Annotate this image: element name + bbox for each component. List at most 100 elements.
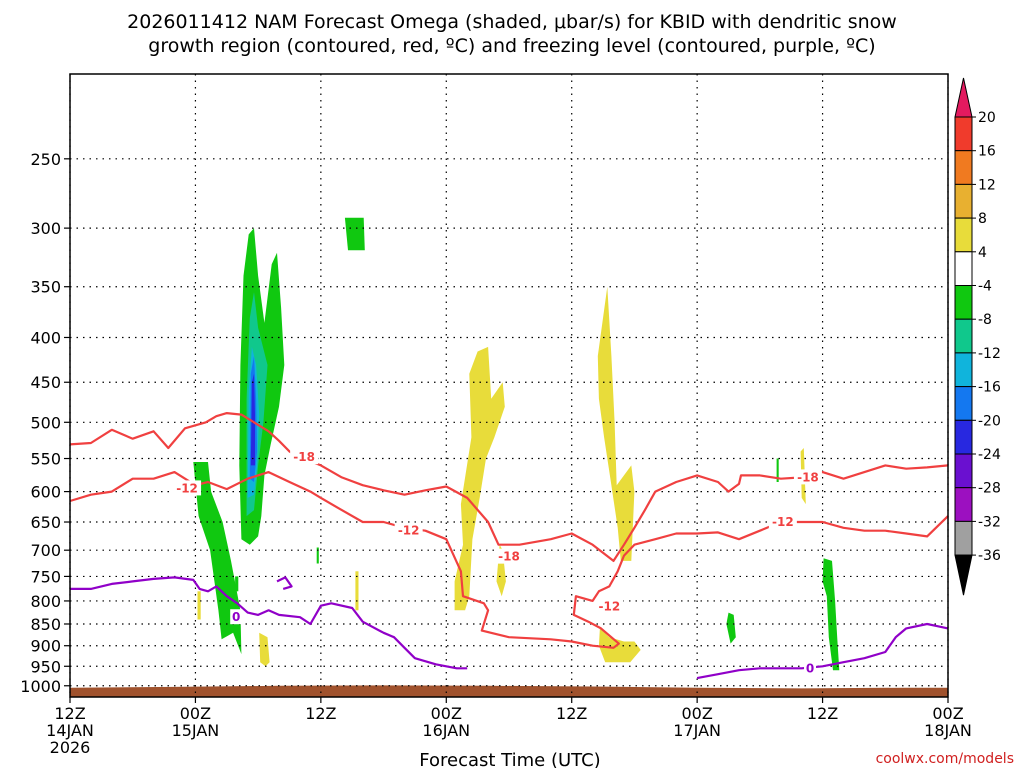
colorbar-label: 8 [978, 211, 987, 227]
freezing-level-line [696, 622, 949, 680]
dendritic-contour-label: -18 [498, 550, 520, 564]
colorbar-label: -20 [978, 413, 1001, 429]
colorbar-bin [954, 318, 973, 354]
colorbar-label: -8 [978, 312, 992, 328]
omega-region [235, 576, 239, 592]
colorbar-bin [954, 352, 973, 388]
colorbar-bin [954, 520, 973, 556]
colorbar-bin [954, 150, 973, 185]
omega-region [454, 346, 505, 611]
y-tick-label: 900 [30, 637, 61, 656]
dendritic-contour-label: -12 [772, 515, 794, 529]
omega-region [776, 458, 779, 482]
contour-label-bg [793, 469, 822, 485]
colorbar-bin [954, 285, 973, 320]
x-tick-label: 15JAN [172, 721, 220, 740]
y-tick-label: 500 [30, 413, 61, 432]
omega-region [316, 547, 319, 564]
y-tick-label: 1000 [20, 677, 61, 696]
colorbar-bin [954, 386, 973, 421]
chart-title-line-2: growth region (contoured, red, ºC) and f… [148, 35, 875, 57]
x-axis-title: Forecast Time (UTC) [419, 750, 600, 768]
omega-region [726, 612, 736, 644]
colorbar-label: -4 [978, 279, 992, 295]
colorbar-label: 12 [978, 177, 996, 193]
colorbar-label: 20 [978, 110, 996, 126]
y-tick-label: 850 [30, 615, 61, 634]
x-tick-label: 00Z [431, 704, 462, 723]
contour-label-bg [230, 609, 243, 625]
y-tick-label: 350 [30, 278, 61, 297]
dendritic-contour-label: -18 [293, 450, 315, 464]
contour-label-bg [290, 449, 319, 465]
x-tick-label: 16JAN [422, 721, 470, 740]
colorbar-bin [954, 183, 973, 219]
colorbar-label: 4 [978, 245, 987, 261]
y-tick-label: 600 [30, 483, 61, 502]
y-tick-label: 950 [30, 657, 61, 676]
freezing-level-label: 0 [232, 610, 240, 624]
plot-area: -18 -12 -12 -18 -12 -12 -18 0 0 250 300 350 400 450 50… [20, 73, 972, 757]
contour-label-bg [495, 548, 523, 564]
dendritic-contour-line [69, 412, 949, 563]
contour-label-bg [394, 522, 423, 538]
plot-frame [69, 73, 949, 698]
omega-region [197, 591, 201, 620]
colorbar-bottom-arrow [954, 554, 973, 596]
dendritic-contour-label: -12 [398, 524, 420, 538]
y-tick-label: 400 [30, 328, 61, 347]
y-tick-label: 800 [30, 592, 61, 611]
freezing-level-line [276, 576, 293, 590]
omega-region [344, 217, 365, 251]
colorbar-label: -28 [978, 481, 1001, 497]
dendritic-contour-label: -18 [797, 470, 819, 484]
dendritic-contour-label: -12 [598, 600, 620, 614]
colorbar-label: -16 [978, 380, 1001, 396]
omega-region [597, 286, 635, 561]
omega-region [355, 571, 359, 611]
source-credit: coolwx.com/models [876, 751, 1014, 767]
colorbar-label: -32 [978, 514, 1001, 530]
colorbar-label: 16 [978, 144, 996, 160]
x-tick-label: 12Z [556, 704, 587, 723]
contour-label-bg [768, 514, 797, 530]
x-tick-label: 00Z [681, 704, 712, 723]
x-tick-label: 2026 [50, 738, 91, 757]
omega-region [259, 632, 270, 667]
contour-label-bg [173, 480, 202, 496]
omega-region [598, 628, 641, 663]
colorbar-bin [954, 116, 973, 152]
freezing-level-label: 0 [806, 662, 814, 676]
y-tick-label: 250 [30, 150, 61, 169]
contour-label-bg [804, 660, 817, 676]
contour-label-bg [595, 598, 624, 614]
freezing-level-line [70, 576, 468, 670]
x-tick-label: 14JAN [46, 721, 94, 740]
colorbar-bin [954, 487, 973, 522]
y-tick-label: 550 [30, 450, 61, 469]
colorbar-bin [954, 251, 973, 287]
y-tick-label: 700 [30, 541, 61, 560]
colorbar-bin [954, 217, 973, 253]
x-tick-label: 17JAN [673, 721, 721, 740]
x-tick-label: 00Z [180, 704, 211, 723]
x-tick-label: 00Z [932, 704, 963, 723]
dendritic-contour-line [69, 471, 949, 649]
omega-region [822, 558, 840, 671]
chart-title-line-1: 2026011412 NAM Forecast Omega (shaded, μ… [127, 11, 897, 33]
y-tick-label: 450 [30, 373, 61, 392]
terrain-ground [70, 685, 948, 697]
colorbar-bin [954, 419, 973, 455]
x-tick-label: 12Z [305, 704, 336, 723]
y-tick-label: 750 [30, 567, 61, 586]
x-tick-label: 12Z [54, 704, 85, 723]
omega-region [193, 462, 242, 655]
x-tick-label: 12Z [807, 704, 838, 723]
y-tick-label: 300 [30, 219, 61, 238]
x-tick-label: 18JAN [924, 721, 972, 740]
colorbar-label: -12 [978, 346, 1001, 362]
omega-region [250, 373, 255, 466]
colorbar-label: -24 [978, 447, 1001, 463]
y-tick-label: 650 [30, 513, 61, 532]
